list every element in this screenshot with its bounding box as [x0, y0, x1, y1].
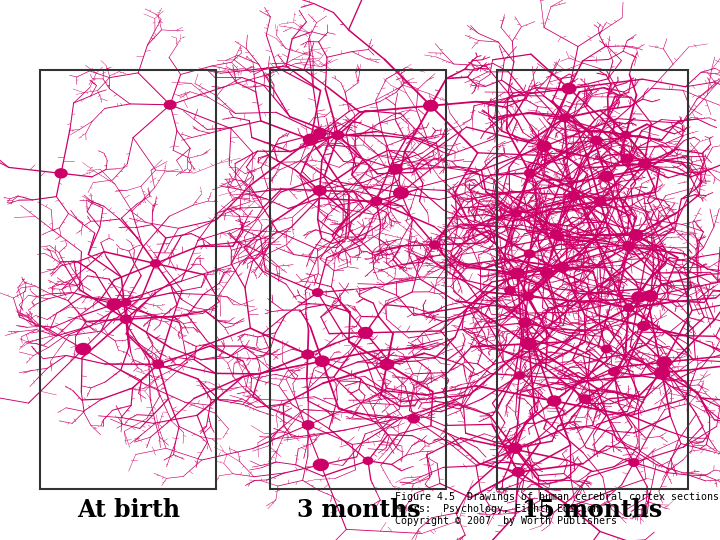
Circle shape [521, 338, 536, 349]
Circle shape [76, 343, 91, 355]
Circle shape [313, 186, 326, 195]
Circle shape [333, 131, 343, 139]
Circle shape [541, 268, 553, 278]
Circle shape [562, 84, 576, 94]
Circle shape [515, 372, 524, 379]
Circle shape [511, 210, 521, 217]
Circle shape [513, 468, 524, 476]
Text: 3 months: 3 months [297, 498, 420, 522]
Circle shape [302, 421, 314, 429]
Circle shape [315, 356, 329, 366]
Circle shape [107, 299, 122, 309]
Circle shape [525, 169, 535, 177]
Circle shape [580, 395, 591, 403]
Bar [497, 70, 688, 489]
Bar [40, 70, 216, 489]
Circle shape [621, 131, 631, 138]
Circle shape [537, 141, 551, 151]
Circle shape [120, 315, 131, 323]
Circle shape [638, 321, 649, 330]
Circle shape [624, 304, 634, 312]
Circle shape [371, 197, 382, 206]
Circle shape [150, 260, 160, 267]
Circle shape [551, 230, 562, 238]
Circle shape [430, 241, 440, 248]
Circle shape [164, 100, 176, 109]
Circle shape [654, 367, 670, 379]
Circle shape [153, 360, 163, 368]
Text: Copyright © 2007  by Worth Publishers: Copyright © 2007 by Worth Publishers [395, 516, 616, 526]
Circle shape [559, 114, 570, 122]
Circle shape [314, 129, 326, 138]
Text: 15 months: 15 months [522, 498, 662, 522]
Circle shape [302, 350, 313, 359]
Circle shape [600, 171, 613, 181]
Text: At birth: At birth [76, 498, 180, 522]
Circle shape [629, 459, 639, 466]
Circle shape [632, 292, 646, 302]
Circle shape [424, 100, 438, 111]
Circle shape [390, 164, 402, 174]
Circle shape [380, 359, 394, 369]
Circle shape [509, 443, 522, 453]
Circle shape [624, 241, 634, 249]
Circle shape [657, 357, 671, 368]
Circle shape [408, 415, 419, 423]
Circle shape [553, 233, 564, 241]
Circle shape [568, 191, 579, 200]
Circle shape [312, 289, 323, 296]
Circle shape [510, 268, 524, 279]
Circle shape [621, 154, 633, 163]
Bar [270, 70, 446, 489]
Circle shape [510, 446, 520, 453]
Bar [270, 70, 446, 489]
Text: Myers:  Psychology, Eighth Edition: Myers: Psychology, Eighth Edition [395, 504, 598, 515]
Circle shape [505, 287, 515, 294]
Bar [40, 70, 216, 489]
Circle shape [629, 230, 643, 240]
Circle shape [601, 345, 611, 353]
Circle shape [591, 137, 602, 145]
Circle shape [394, 187, 408, 199]
Circle shape [313, 460, 328, 470]
Circle shape [55, 169, 67, 178]
Circle shape [643, 291, 657, 301]
Circle shape [547, 396, 561, 406]
Circle shape [359, 328, 372, 338]
Circle shape [364, 457, 373, 464]
Circle shape [524, 250, 535, 258]
Circle shape [519, 318, 531, 327]
Circle shape [608, 368, 619, 376]
Circle shape [639, 160, 649, 168]
Text: Figure 4.5  Drawings of human cerebral cortex sections: Figure 4.5 Drawings of human cerebral co… [395, 492, 719, 503]
Circle shape [122, 299, 131, 306]
Circle shape [595, 197, 606, 206]
Circle shape [523, 293, 534, 300]
Circle shape [556, 262, 569, 272]
Circle shape [624, 242, 634, 251]
Circle shape [303, 134, 318, 145]
Bar [497, 70, 688, 489]
